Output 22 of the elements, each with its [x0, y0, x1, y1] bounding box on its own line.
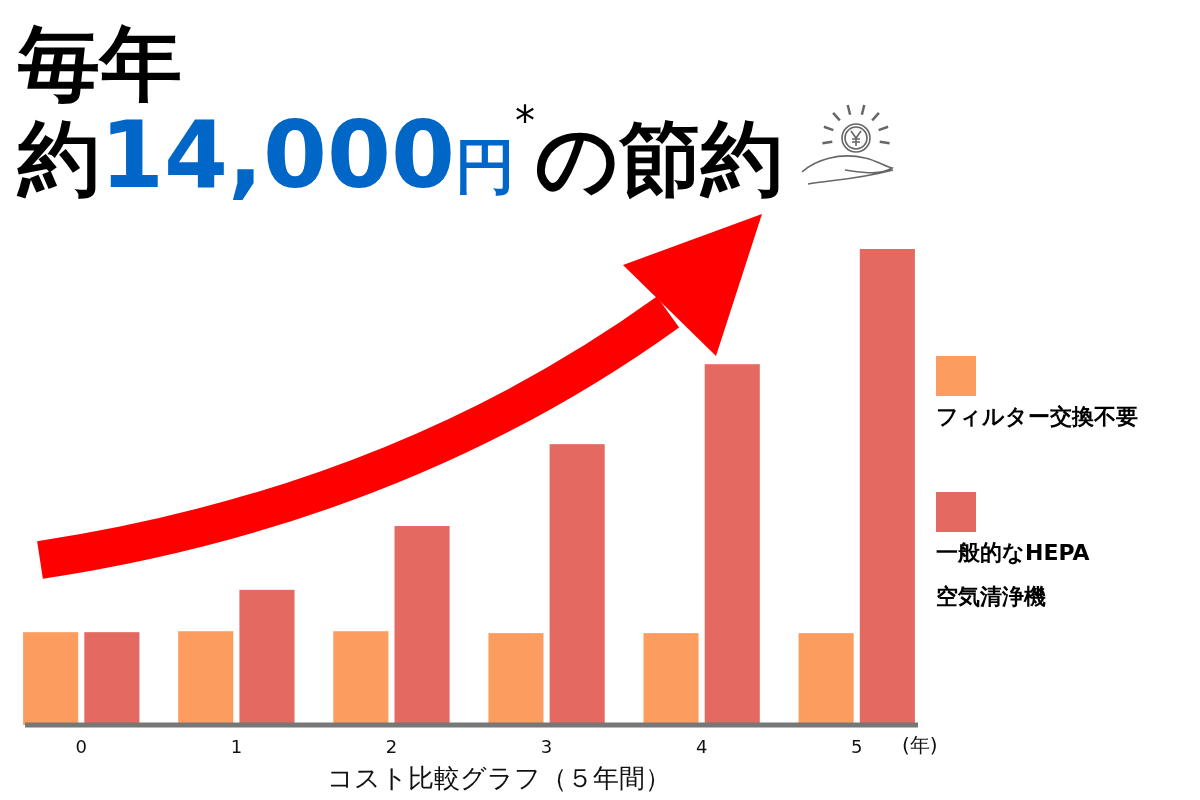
bar	[84, 632, 140, 725]
x-tick-label: 3	[540, 736, 553, 757]
bar	[239, 589, 295, 725]
x-tick-label: 1	[230, 736, 243, 757]
bar	[394, 526, 450, 725]
bar	[859, 249, 915, 725]
x-tick-label: 4	[695, 736, 708, 757]
x-tick-label: 2	[385, 736, 398, 757]
bar	[549, 444, 605, 725]
legend-label: フィルター交換不要	[936, 404, 1138, 429]
bar	[23, 632, 79, 725]
bar	[643, 633, 699, 725]
x-tick-label: 0	[75, 736, 87, 757]
bar	[488, 633, 544, 725]
bar	[704, 364, 760, 725]
text: (年)	[902, 733, 938, 757]
x-tick-label: 5	[851, 736, 863, 757]
bar	[798, 633, 854, 725]
bar	[178, 631, 234, 725]
bar	[333, 631, 389, 725]
x-axis-title: コスト比較グラフ（５年間）	[327, 763, 671, 793]
legend-label: 一般的なHEPA 空気清浄機	[936, 540, 1090, 609]
